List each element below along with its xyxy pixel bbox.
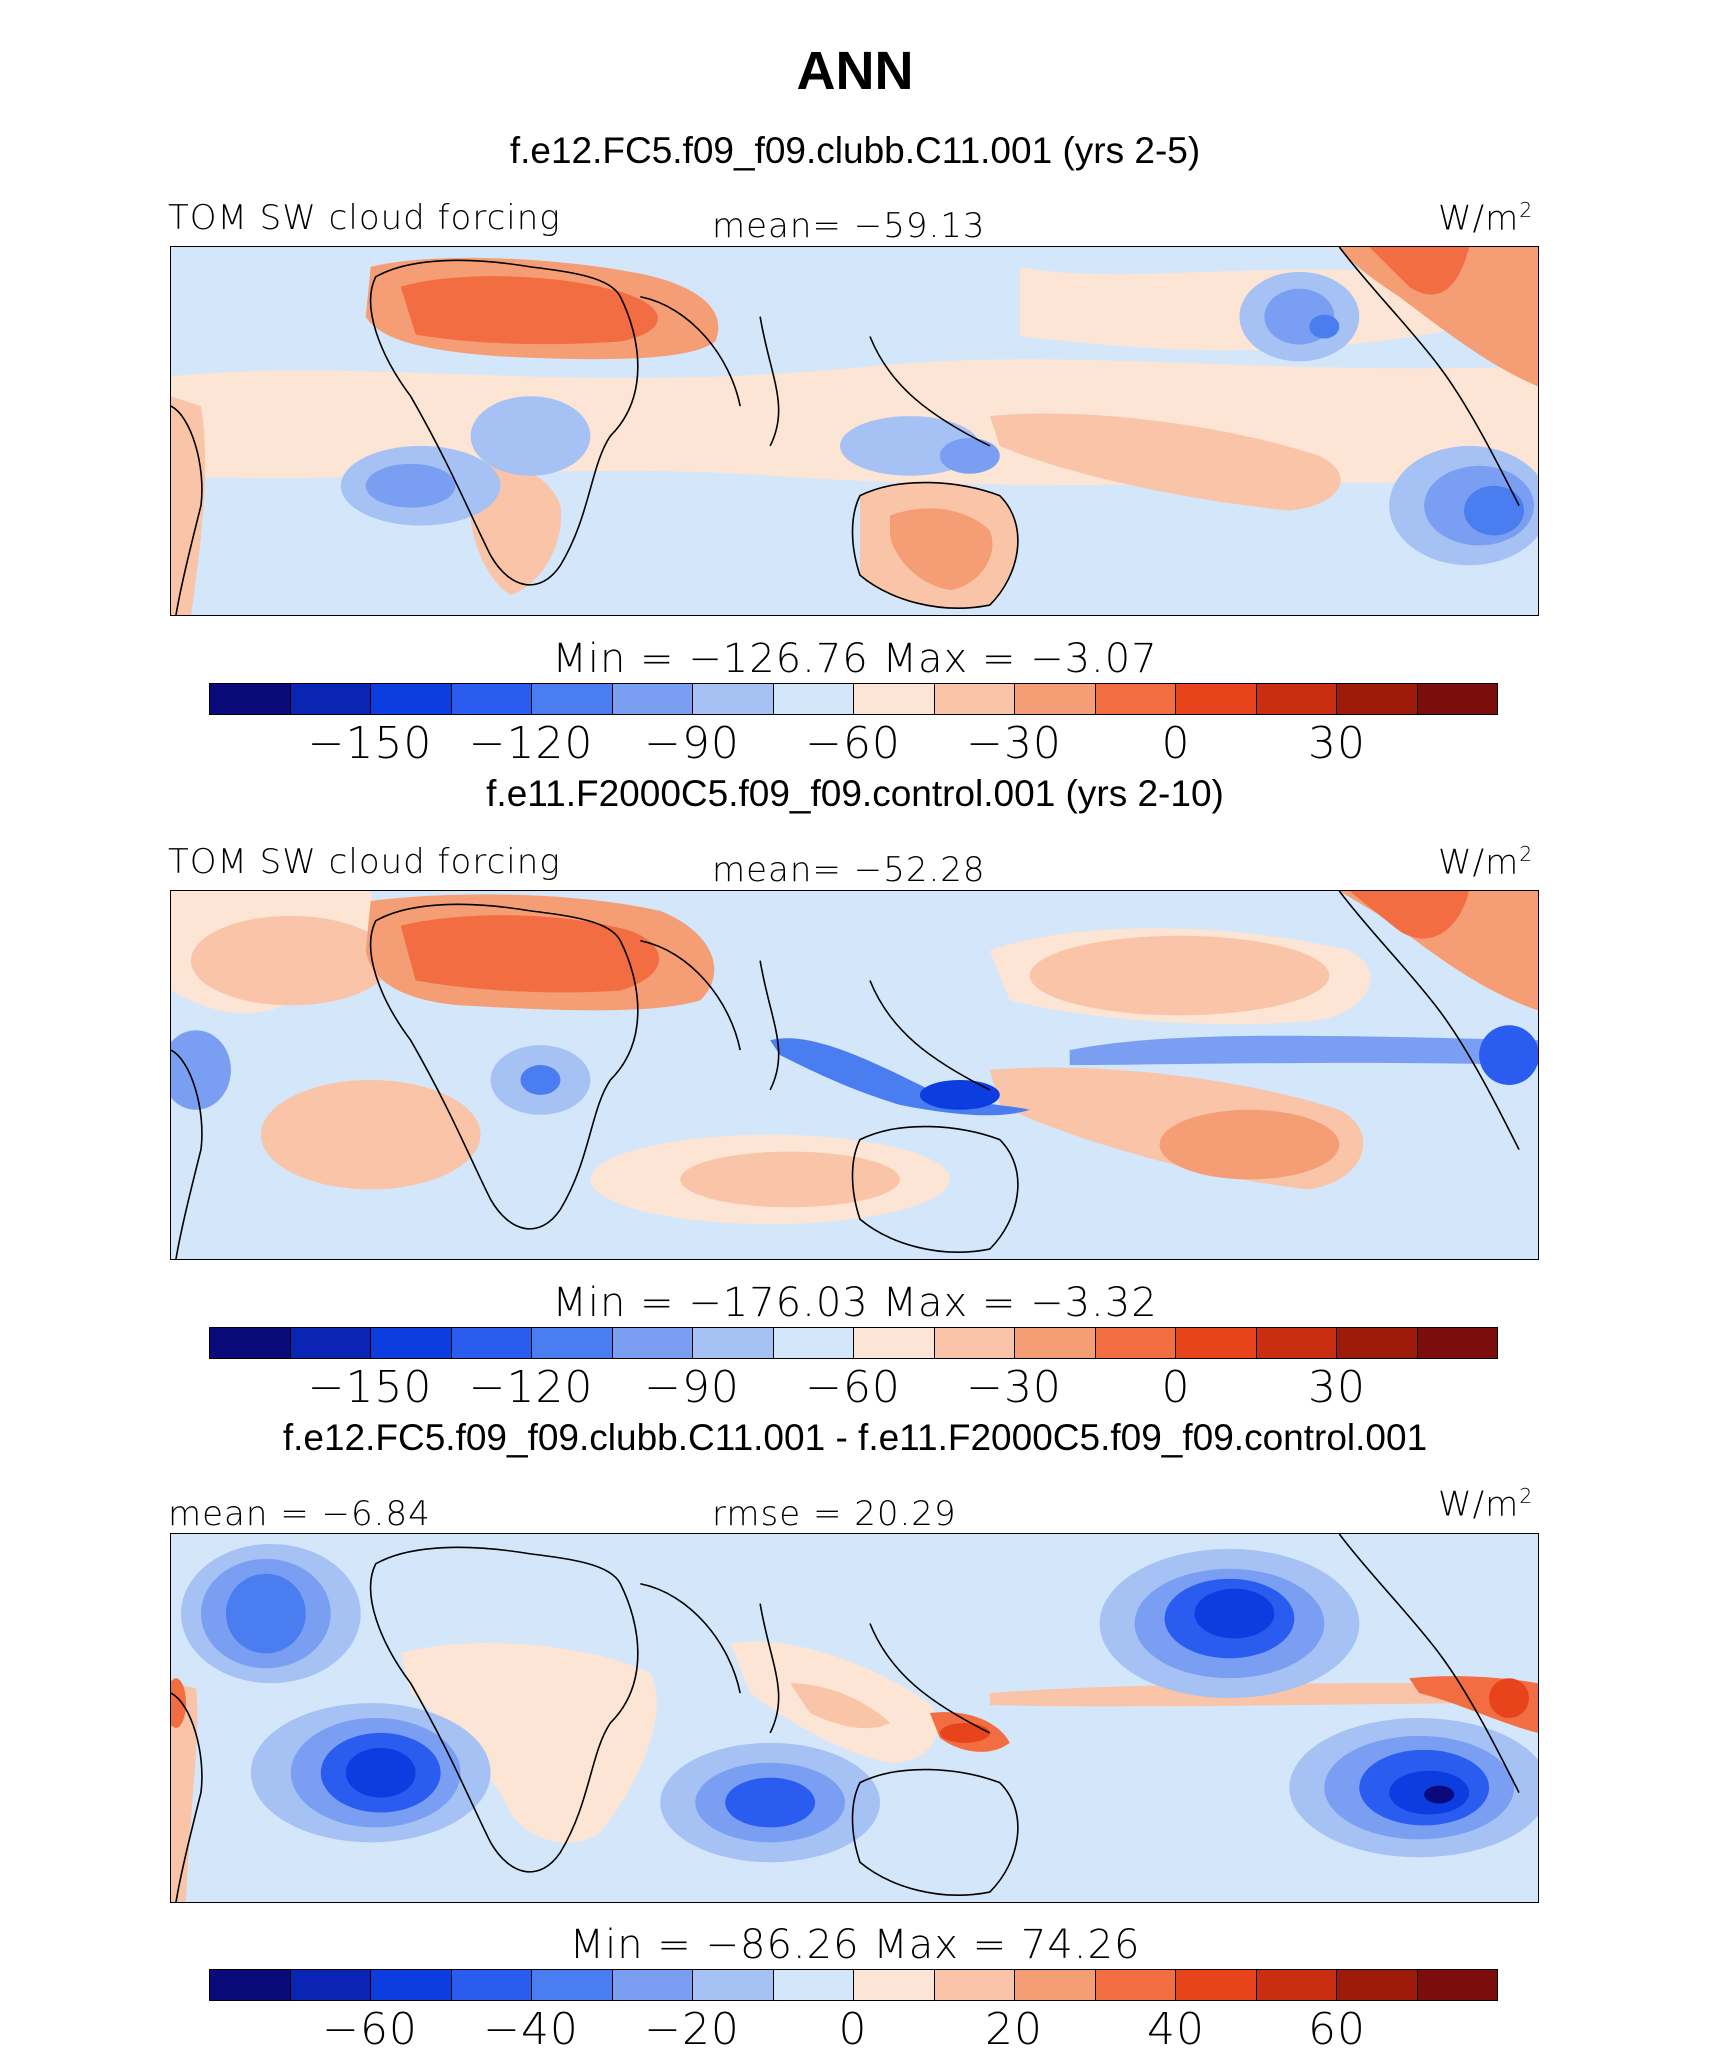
panel2-tick: −120 xyxy=(468,1362,594,1413)
colorbar-swatch xyxy=(1256,1970,1337,2000)
panel3-tick: 0 xyxy=(838,2004,868,2055)
panel1-colorbar xyxy=(209,683,1498,715)
colorbar-swatch xyxy=(1337,684,1418,714)
panel1-variable-label: TOM SW cloud forcing xyxy=(168,198,561,238)
panel1-tick: −150 xyxy=(307,718,433,769)
panel1-case-title: f.e12.FC5.f09_f09.clubb.C11.001 (yrs 2-5… xyxy=(509,130,1201,171)
colorbar-swatch xyxy=(1095,684,1176,714)
colorbar-swatch xyxy=(371,1970,452,2000)
colorbar-swatch xyxy=(693,1970,774,2000)
panel3-units-label: W/m2 xyxy=(1438,1484,1534,1525)
panel1-tick: −120 xyxy=(468,718,594,769)
panel1-units-label: W/m2 xyxy=(1438,198,1534,239)
colorbar-swatch xyxy=(290,1970,371,2000)
panel2-units-label: W/m2 xyxy=(1438,842,1534,883)
panel2-mean-label: mean= −52.28 xyxy=(712,850,986,890)
colorbar-swatch xyxy=(1176,684,1257,714)
colorbar-swatch xyxy=(210,1328,291,1358)
panel3-map xyxy=(170,1533,1539,1903)
colorbar-swatch xyxy=(934,1328,1015,1358)
panel2-map xyxy=(170,890,1539,1260)
colorbar-swatch xyxy=(1337,1328,1418,1358)
colorbar-swatch xyxy=(1176,1328,1257,1358)
colorbar-swatch xyxy=(1095,1328,1176,1358)
colorbar-swatch xyxy=(371,684,452,714)
colorbar-swatch xyxy=(612,1328,693,1358)
panel2-variable-label: TOM SW cloud forcing xyxy=(168,842,561,882)
panel1-tick: 30 xyxy=(1308,718,1366,769)
colorbar-swatch xyxy=(1417,684,1497,714)
colorbar-swatch xyxy=(612,684,693,714)
colorbar-swatch xyxy=(1256,1328,1337,1358)
panel3-colorbar xyxy=(209,1969,1498,2001)
colorbar-swatch xyxy=(451,1328,532,1358)
colorbar-swatch xyxy=(934,1970,1015,2000)
colorbar-swatch xyxy=(1015,1328,1096,1358)
panel3-tick: −60 xyxy=(322,2004,418,2055)
panel2-tick: −150 xyxy=(307,1362,433,1413)
colorbar-swatch xyxy=(693,1328,774,1358)
colorbar-swatch xyxy=(612,1970,693,2000)
colorbar-swatch xyxy=(210,684,291,714)
panel2-colorbar xyxy=(209,1327,1498,1359)
panel2-case-title: f.e11.F2000C5.f09_f09.control.001 (yrs 2… xyxy=(486,773,1224,814)
panel2-tick: 0 xyxy=(1161,1362,1191,1413)
panel3-tick: −40 xyxy=(483,2004,579,2055)
colorbar-swatch xyxy=(1256,684,1337,714)
colorbar-swatch xyxy=(451,684,532,714)
panel1-tick: −60 xyxy=(805,718,901,769)
colorbar-swatch xyxy=(532,1970,613,2000)
colorbar-swatch xyxy=(1337,1970,1418,2000)
colorbar-swatch xyxy=(1015,684,1096,714)
panel1-minmax: Min = −126.76 Max = −3.07 xyxy=(552,636,1158,682)
panel1-tick: −90 xyxy=(644,718,740,769)
colorbar-swatch xyxy=(1417,1328,1497,1358)
panel3-mean-label: mean = −6.84 xyxy=(168,1494,431,1534)
colorbar-swatch xyxy=(773,1328,854,1358)
colorbar-swatch xyxy=(1095,1970,1176,2000)
colorbar-swatch xyxy=(934,684,1015,714)
panel2-minmax: Min = −176.03 Max = −3.32 xyxy=(552,1280,1158,1326)
page-title: ANN xyxy=(796,41,914,101)
panel3-rmse-label: rmse = 20.29 xyxy=(712,1494,957,1534)
panel2-tick: −60 xyxy=(805,1362,901,1413)
panel2-tick: −30 xyxy=(966,1362,1062,1413)
panel3-tick: 20 xyxy=(985,2004,1043,2055)
colorbar-swatch xyxy=(290,684,371,714)
panel3-tick: 60 xyxy=(1308,2004,1366,2055)
colorbar-swatch xyxy=(1015,1970,1096,2000)
panel3-case-title: f.e12.FC5.f09_f09.clubb.C11.001 - f.e11.… xyxy=(282,1417,1428,1458)
colorbar-swatch xyxy=(451,1970,532,2000)
panel1-map xyxy=(170,246,1539,616)
colorbar-swatch xyxy=(693,684,774,714)
panel3-tick: −20 xyxy=(644,2004,740,2055)
panel2-tick: 30 xyxy=(1308,1362,1366,1413)
colorbar-swatch xyxy=(773,684,854,714)
colorbar-swatch xyxy=(532,684,613,714)
panel1-tick: −30 xyxy=(966,718,1062,769)
colorbar-swatch xyxy=(854,1328,935,1358)
colorbar-swatch xyxy=(1417,1970,1497,2000)
colorbar-swatch xyxy=(854,1970,935,2000)
panel1-mean-label: mean= −59.13 xyxy=(712,206,986,246)
colorbar-swatch xyxy=(854,684,935,714)
colorbar-swatch xyxy=(371,1328,452,1358)
panel3-tick: 40 xyxy=(1147,2004,1205,2055)
panel1-tick: 0 xyxy=(1161,718,1191,769)
colorbar-swatch xyxy=(290,1328,371,1358)
colorbar-swatch xyxy=(210,1970,291,2000)
colorbar-swatch xyxy=(532,1328,613,1358)
panel2-tick: −90 xyxy=(644,1362,740,1413)
panel3-minmax: Min = −86.26 Max = 74.26 xyxy=(569,1922,1141,1968)
colorbar-swatch xyxy=(1176,1970,1257,2000)
colorbar-swatch xyxy=(773,1970,854,2000)
